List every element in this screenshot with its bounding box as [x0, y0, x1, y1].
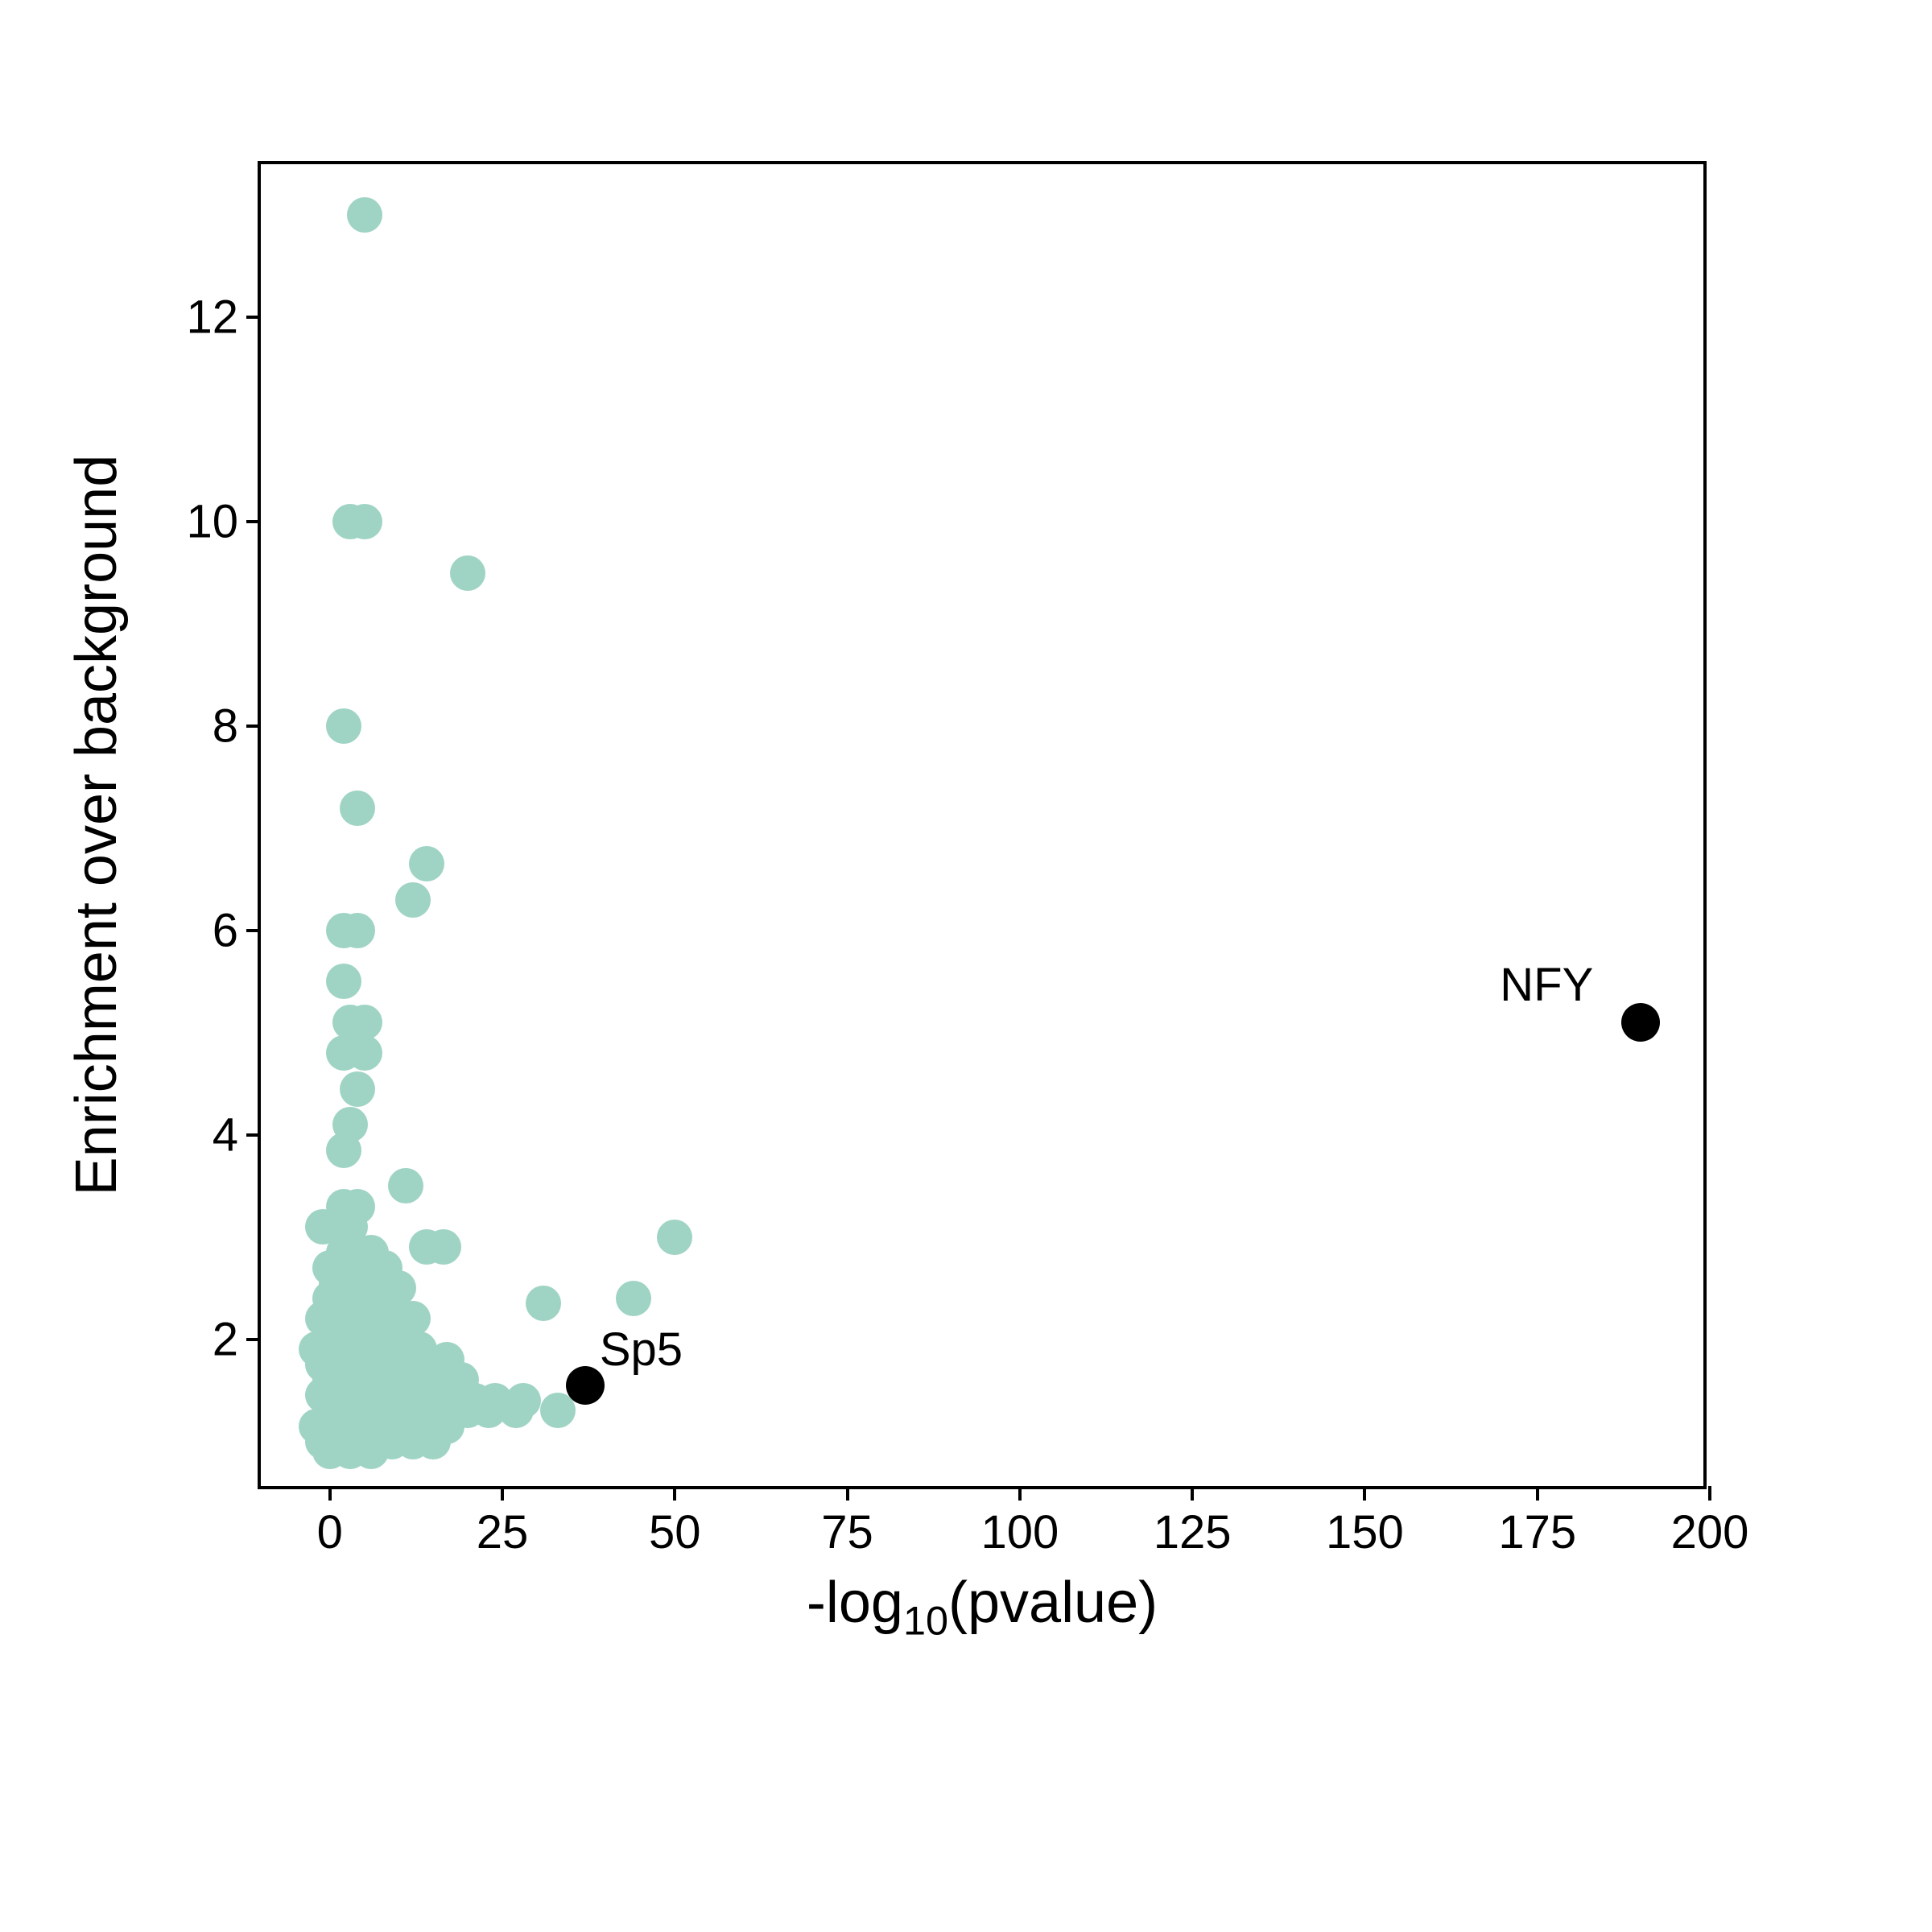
x-tick-label: 25 — [477, 1505, 529, 1559]
x-tick — [846, 1486, 849, 1501]
data-point — [340, 1071, 375, 1107]
x-tick — [328, 1486, 332, 1501]
y-tick — [246, 724, 261, 728]
x-axis-label: -log10(pvalue) — [807, 1570, 1158, 1644]
y-tick — [246, 929, 261, 932]
data-point — [326, 1133, 361, 1168]
data-point — [498, 1393, 534, 1428]
x-tick-label: 75 — [821, 1505, 873, 1559]
data-point — [657, 1220, 692, 1255]
data-point — [388, 1168, 423, 1203]
plot-area: 025507510012515017520024681012Sp5NFY — [258, 161, 1707, 1489]
x-tick-label: 150 — [1326, 1505, 1404, 1559]
data-point — [540, 1393, 576, 1428]
x-tick-label: 200 — [1671, 1505, 1749, 1559]
x-tick — [1363, 1486, 1366, 1501]
data-point — [409, 846, 444, 881]
y-tick-label: 6 — [213, 903, 238, 957]
data-point — [340, 791, 375, 826]
x-tick — [673, 1486, 676, 1501]
data-point — [353, 1434, 389, 1469]
highlighted-point — [566, 1366, 605, 1405]
x-tick-label: 0 — [317, 1505, 343, 1559]
data-point — [426, 1229, 461, 1265]
data-point — [347, 197, 382, 233]
x-tick-label: 50 — [649, 1505, 701, 1559]
data-point — [395, 882, 431, 918]
point-annotation: Sp5 — [600, 1323, 683, 1377]
y-tick-label: 12 — [186, 291, 238, 345]
x-tick-label: 125 — [1154, 1505, 1232, 1559]
y-tick-label: 10 — [186, 495, 238, 549]
data-point — [616, 1281, 651, 1316]
x-tick-label: 100 — [980, 1505, 1059, 1559]
x-tick-label: 175 — [1498, 1505, 1576, 1559]
point-annotation: NFY — [1500, 958, 1593, 1012]
y-tick — [246, 316, 261, 319]
data-point — [450, 555, 485, 591]
y-tick-label: 4 — [213, 1108, 238, 1162]
y-tick-label: 2 — [213, 1312, 238, 1366]
data-point — [526, 1286, 561, 1321]
y-axis-label: Enrichment over background — [64, 455, 130, 1196]
data-point — [326, 708, 361, 744]
y-tick — [246, 1338, 261, 1341]
x-tick — [1018, 1486, 1022, 1501]
y-tick — [246, 1133, 261, 1137]
x-tick — [1191, 1486, 1194, 1501]
x-tick — [1708, 1486, 1711, 1501]
y-tick — [246, 520, 261, 523]
highlighted-point — [1621, 1003, 1660, 1042]
data-point — [347, 1035, 382, 1071]
scatter-chart: 025507510012515017520024681012Sp5NFY Enr… — [258, 161, 1707, 1489]
x-tick — [1536, 1486, 1539, 1501]
data-point — [347, 504, 382, 539]
x-tick — [501, 1486, 504, 1501]
y-tick-label: 8 — [213, 700, 238, 753]
data-point — [326, 964, 361, 999]
data-point — [340, 913, 375, 948]
data-point — [415, 1424, 451, 1459]
